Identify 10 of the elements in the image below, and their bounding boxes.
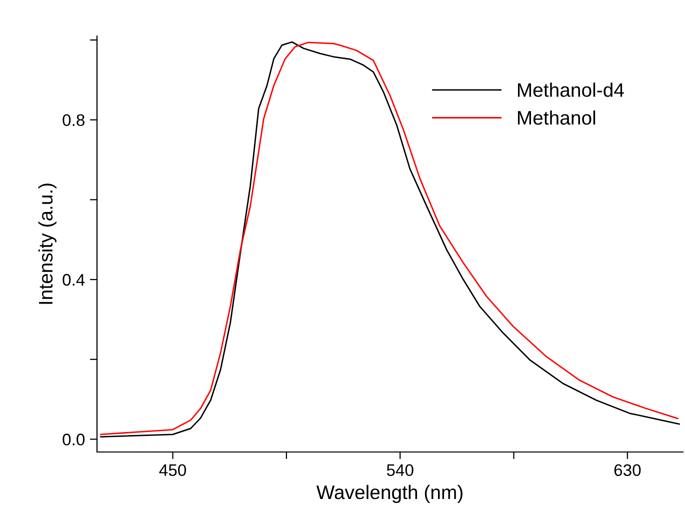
y-tick-label: 0.8 [62,114,84,126]
x-tick-label: 450 [159,464,186,476]
legend-label: Methanol [518,110,596,125]
y-tick-label: 0.0 [62,434,85,446]
legend-label: Methanol-d4 [518,82,624,97]
x-tick-label: 630 [614,464,641,476]
y-tick-label: 0.4 [62,274,85,286]
x-axis-title: Wavelength (nm) [316,484,462,504]
x-tick-label: 540 [386,464,414,476]
y-axis-title: Intensity (a.u.) [38,184,56,304]
